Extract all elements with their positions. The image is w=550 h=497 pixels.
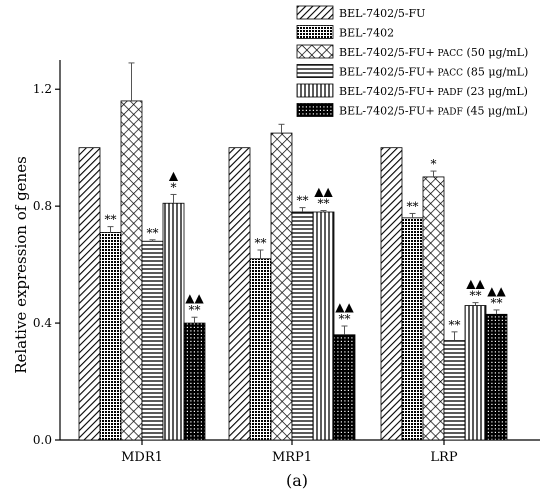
bar (162, 202, 185, 441)
bar (270, 132, 293, 441)
panel-label: (a) (286, 471, 308, 490)
error-bars (107, 62, 500, 341)
bar (183, 322, 206, 441)
bar (464, 305, 487, 441)
significance-marker: * (431, 157, 437, 171)
significance-marker: ▲▲ (185, 291, 204, 305)
significance-marker: ** (147, 226, 159, 240)
significance-marker: ** (318, 197, 330, 211)
significance-marker: ▲▲ (466, 277, 485, 291)
significance-marker: ** (491, 296, 503, 310)
bar (312, 211, 335, 441)
significance-marker: * (171, 180, 177, 194)
significance-marker: ▲▲ (335, 300, 354, 314)
significance-marker: ▲ (169, 168, 179, 182)
legend-label: BEL-7402 (339, 27, 394, 40)
significance-marker: ** (407, 199, 419, 213)
significance-marker: ▲▲ (314, 185, 333, 199)
bar (401, 217, 424, 441)
y-axis-label: Relative expression of genes (12, 156, 30, 374)
x-tick-label: MRP1 (272, 450, 312, 465)
legend-label: BEL-7402/5-FU+ PACC (50 μg/mL) (339, 46, 528, 59)
significance-marker: ** (255, 236, 267, 250)
bar (249, 258, 272, 441)
bar (228, 147, 251, 441)
significance-markers: **************▲**▲▲**▲▲**▲▲**▲▲ **▲▲ (105, 157, 507, 332)
y-tick-label: 1.2 (33, 82, 52, 96)
bar (141, 240, 164, 441)
significance-marker: ** (470, 289, 482, 303)
y-tick-label: 0.4 (33, 316, 52, 330)
y-tick-label: 0.8 (33, 199, 52, 213)
legend-swatch (296, 25, 334, 39)
bar (380, 147, 403, 441)
legend-swatch (296, 64, 334, 78)
legend-label: BEL-7402/5-FU+ PADF (23 μg/mL) (339, 85, 528, 98)
legend-swatch (296, 83, 334, 98)
legend-swatch (296, 44, 334, 59)
bar (291, 211, 314, 441)
legend: BEL-7402/5-FU BEL-7402 BEL-7402/5-FU+ PACC… (296, 5, 528, 118)
bar (99, 232, 122, 441)
bar (120, 100, 143, 441)
x-tick-label: MDR1 (121, 450, 163, 465)
bar (333, 334, 356, 441)
legend-label: BEL-7402/5-FU+ PACC (85 μg/mL) (339, 66, 528, 79)
legend-label: BEL-7402/5-FU (339, 7, 425, 20)
legend-swatch (296, 103, 334, 117)
significance-marker: ** (449, 318, 461, 332)
legend-label: BEL-7402/5-FU+ PADF (45 μg/mL) (339, 105, 528, 118)
y-tick-label: 0.0 (33, 433, 52, 447)
legend-swatch (296, 5, 334, 20)
bar (485, 313, 508, 441)
x-axis-category-labels: MDR1 MRP1 LRP (121, 440, 458, 465)
significance-marker: ** (339, 312, 351, 326)
bar (78, 147, 101, 441)
x-tick-label: LRP (430, 450, 457, 465)
y-axis-ticks: 0.0 0.4 0.8 1.2 (33, 82, 60, 447)
bar (443, 340, 466, 441)
significance-marker: ** (189, 303, 201, 317)
bar-series-group (78, 100, 508, 441)
significance-marker: ** (297, 194, 309, 208)
significance-marker: ▲▲ (487, 284, 506, 298)
bar (422, 176, 445, 441)
significance-marker: ** (105, 213, 117, 227)
